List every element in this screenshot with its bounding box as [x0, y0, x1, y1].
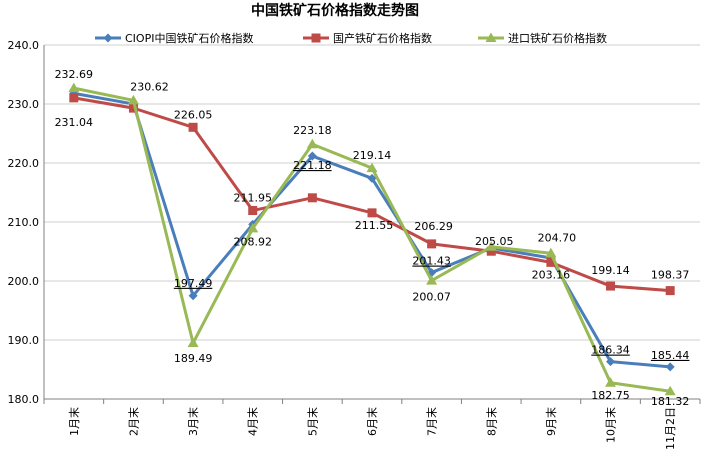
- x-tick-label: 3月末: [186, 407, 200, 436]
- data-point: [68, 82, 80, 93]
- data-point: [103, 33, 113, 43]
- data-point: [307, 193, 317, 203]
- data-label: 219.14: [353, 149, 392, 162]
- data-label: 226.05: [174, 108, 213, 121]
- data-label: 181.32: [651, 395, 690, 408]
- data-point: [605, 377, 617, 387]
- x-tick-label: 10月末: [604, 407, 618, 443]
- data-point: [427, 239, 437, 249]
- data-point: [307, 151, 317, 161]
- data-label: 186.34: [591, 344, 630, 357]
- legend-label: CIOPI中国铁矿石价格指数: [125, 31, 253, 45]
- x-tick-label: 7月末: [425, 407, 439, 436]
- data-point: [188, 291, 198, 301]
- data-label: 199.14: [591, 264, 630, 277]
- data-point: [127, 94, 139, 105]
- data-label: 203.16: [532, 268, 571, 281]
- data-point: [367, 173, 377, 183]
- data-label: 211.55: [355, 219, 394, 232]
- y-tick-label: 220.0: [8, 157, 40, 170]
- data-point: [306, 138, 318, 149]
- x-tick-label: 9月末: [544, 407, 558, 436]
- data-label: 230.62: [130, 80, 169, 93]
- x-tick-label: 1月末: [67, 407, 81, 436]
- data-label: 197.49: [174, 277, 213, 290]
- x-tick-label: 5月末: [305, 407, 319, 436]
- data-label: 189.49: [174, 352, 213, 365]
- series-group: [68, 82, 676, 396]
- axes: 180.0 190.0 200.0 210.0 220.0 230.0 240.0 1月末 2月…: [8, 39, 701, 450]
- x-tick-label: 2月末: [126, 407, 140, 436]
- data-point: [247, 222, 259, 233]
- y-tick-label: 240.0: [8, 39, 40, 52]
- x-tick-label: 11月2日: [664, 407, 677, 450]
- data-point: [485, 32, 497, 42]
- data-point: [485, 241, 497, 251]
- data-point: [69, 93, 79, 103]
- chart-title: 中国铁矿石价格指数走势图: [251, 2, 419, 19]
- data-point: [606, 281, 616, 291]
- series-line: [73, 96, 671, 293]
- data-label: 185.44: [651, 349, 690, 362]
- legend-label: 进口铁矿石价格指数: [508, 31, 607, 45]
- x-tick-label: 8月末: [484, 407, 498, 436]
- legend: CIOPI中国铁矿石价格指数 国产铁矿石价格指数 进口铁矿石价格指数: [95, 31, 607, 45]
- data-point: [188, 122, 198, 132]
- data-point: [426, 275, 438, 285]
- y-tick-label: 200.0: [8, 275, 40, 288]
- data-point: [311, 33, 321, 43]
- y-tick-label: 210.0: [8, 216, 40, 229]
- data-label: 200.07: [412, 291, 451, 304]
- data-label: 204.70: [538, 231, 577, 244]
- data-label: 223.18: [293, 124, 332, 137]
- legend-label: 国产铁矿石价格指数: [333, 31, 432, 45]
- series-line: [73, 86, 671, 393]
- y-tick-label: 230.0: [8, 98, 40, 111]
- data-point: [665, 362, 675, 372]
- data-label: 198.37: [651, 269, 690, 282]
- data-label: 208.92: [233, 235, 272, 248]
- data-point: [545, 247, 557, 258]
- data-point: [486, 246, 496, 256]
- x-tick-label: 6月末: [365, 407, 379, 436]
- x-tick-label: 4月末: [246, 407, 260, 436]
- data-label: 231.04: [55, 116, 94, 129]
- data-point: [665, 286, 675, 296]
- data-point: [187, 337, 199, 348]
- data-point: [606, 357, 616, 367]
- data-point: [128, 103, 138, 113]
- data-label: 232.69: [55, 68, 94, 81]
- data-point: [664, 385, 676, 396]
- data-label: 221.18: [293, 159, 332, 172]
- data-point: [366, 162, 378, 173]
- data-label: 206.29: [414, 220, 453, 233]
- data-labels: 197.49 221.18 201.43 186.34 185.44 231.04 226.…: [55, 68, 690, 408]
- data-point: [248, 205, 258, 215]
- data-label: 201.43: [412, 255, 451, 268]
- data-label: 211.95: [233, 191, 272, 204]
- data-point: [367, 208, 377, 218]
- data-label: 182.75: [591, 389, 630, 402]
- data-label: 205.05: [475, 235, 514, 248]
- data-point: [546, 257, 556, 267]
- y-tick-label: 190.0: [8, 334, 40, 347]
- y-tick-label: 180.0: [8, 393, 40, 406]
